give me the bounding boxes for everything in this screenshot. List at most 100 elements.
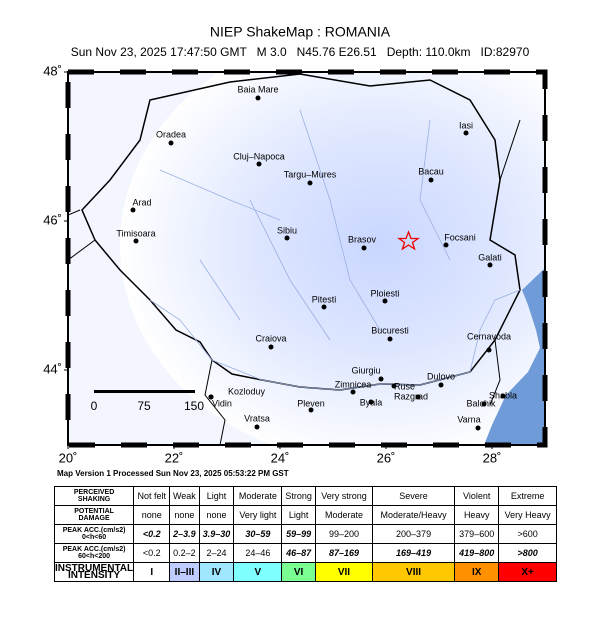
city-dot (130, 207, 136, 213)
row-header-line: PEAK ACC.(cm/s2) (62, 546, 126, 553)
row-header: INSTRUMENTAL INTENSITY (53, 562, 135, 582)
shaking-area (120, 72, 545, 445)
legend-cell: 30–59 (233, 524, 283, 544)
legend-cell: 200–379 (371, 524, 456, 544)
city-dot (255, 95, 261, 101)
legend-cell: IV (198, 562, 235, 582)
row-header-line: POTENTIAL (74, 508, 114, 515)
rivers (149, 109, 521, 391)
legend-cell: <0.2 (133, 543, 171, 563)
legend-cell: 0.2–2 (169, 543, 200, 563)
legend-cell: IX (454, 562, 500, 582)
city-label: Byala (360, 397, 383, 407)
city-dot (443, 242, 449, 248)
scale-label: 150 (184, 399, 204, 413)
legend-cell: Extreme (498, 486, 557, 506)
city-label: Brasov (348, 234, 377, 244)
city-dot (487, 262, 493, 268)
epicenter-star (397, 230, 420, 251)
city-label: Pleven (297, 398, 325, 408)
city-dot (368, 399, 374, 405)
city-dot (350, 389, 356, 395)
legend-cell: 46–87 (281, 543, 316, 563)
city-dot (481, 401, 487, 407)
city-dot (438, 382, 444, 388)
city-dot (463, 130, 469, 136)
legend-cell: Very Heavy (498, 505, 557, 525)
city-label: Razgrad (394, 391, 428, 401)
legend-cell: V (233, 562, 283, 582)
city-dot (284, 235, 290, 241)
city-dot (475, 425, 481, 431)
legend-cell: VI (281, 562, 316, 582)
neighbor-border (68, 119, 521, 445)
city-dot (391, 383, 397, 389)
city-dot (361, 245, 367, 251)
legend-row: PEAK ACC.(cm/s2) 60<h<200 <0.2 0.2–2 2–24 24–… (53, 543, 557, 563)
city-label: Balchik (466, 398, 496, 408)
city-label: Craiova (255, 333, 286, 343)
legend-cell: Light (281, 505, 316, 525)
row-header: PEAK ACC.(cm/s2) 0<h<60 (53, 524, 135, 544)
city-label: Giurgiu (351, 365, 380, 375)
city-dot (378, 376, 384, 382)
legend-cell: none (169, 505, 200, 525)
city-label: Zimnicea (335, 379, 372, 389)
city-label: Baia Mare (237, 84, 278, 94)
legend-cell: Moderate (314, 505, 373, 525)
legend-cell: VIII (371, 562, 456, 582)
legend-cell: VII (314, 562, 373, 582)
city-label: Dulovo (427, 371, 455, 381)
city-label: Varna (457, 414, 480, 424)
city-label: Timisoara (116, 228, 155, 238)
city-label: Kozloduy (228, 386, 266, 396)
legend-cell: 2–3.9 (169, 524, 200, 544)
legend-cell: Not felt (133, 486, 171, 506)
lat-tick-label: 44˚ (43, 361, 62, 376)
city-label: Galati (478, 252, 502, 262)
legend-cell: none (198, 505, 235, 525)
city-label: Arad (132, 197, 151, 207)
city-label: Iasi (459, 120, 473, 130)
city-dot (133, 238, 139, 244)
city-label: Shabla (489, 390, 517, 400)
row-header-line: SHAKING (77, 496, 111, 503)
lon-tick-label: 26˚ (377, 450, 396, 465)
city-dot (500, 393, 506, 399)
legend-cell: X+ (498, 562, 557, 582)
legend-cell: none (133, 505, 171, 525)
legend-cell: >800 (498, 543, 557, 563)
legend-cell: <0.2 (133, 524, 171, 544)
legend-row: POTENTIAL DAMAGE none none none Very light Lig… (53, 505, 557, 525)
legend-cell: Strong (281, 486, 316, 506)
city-dot (307, 180, 313, 186)
city-dot (428, 177, 434, 183)
lon-tick-label: 28˚ (483, 450, 502, 465)
legend-cell: 59–99 (281, 524, 316, 544)
city-dot (382, 298, 388, 304)
lat-tick-label: 46˚ (43, 212, 62, 227)
legend-cell: Weak (169, 486, 200, 506)
row-header-line: DAMAGE (78, 515, 110, 522)
row-header-line: 0<h<60 (82, 534, 107, 541)
city-label: Ploiesti (370, 288, 399, 298)
city-label: Vidin (212, 398, 232, 408)
city-label: Oradea (156, 129, 186, 139)
legend-row: INSTRUMENTAL INTENSITY I II–III IV V VI VII VIII… (53, 562, 557, 582)
city-label: Cluj–Napoca (233, 151, 285, 161)
legend-cell: Moderate/Heavy (371, 505, 456, 525)
intensity-legend: PERCEIVED SHAKING Not felt Weak Light Moderat… (53, 486, 557, 582)
lon-tick-label: 22˚ (165, 450, 184, 465)
legend-cell: Moderate (233, 486, 283, 506)
legend-cell: 419–800 (454, 543, 500, 563)
legend-row: PERCEIVED SHAKING Not felt Weak Light Moderat… (53, 486, 557, 506)
city-label: Ruse (394, 381, 415, 391)
city-dot (254, 424, 260, 430)
city-label: Targu–Mures (284, 169, 337, 179)
legend-cell: Severe (371, 486, 456, 506)
legend-cell: Light (198, 486, 235, 506)
row-header-line: INTENSITY (67, 570, 121, 581)
city-label: Sibiu (277, 225, 297, 235)
city-dot (268, 344, 274, 350)
